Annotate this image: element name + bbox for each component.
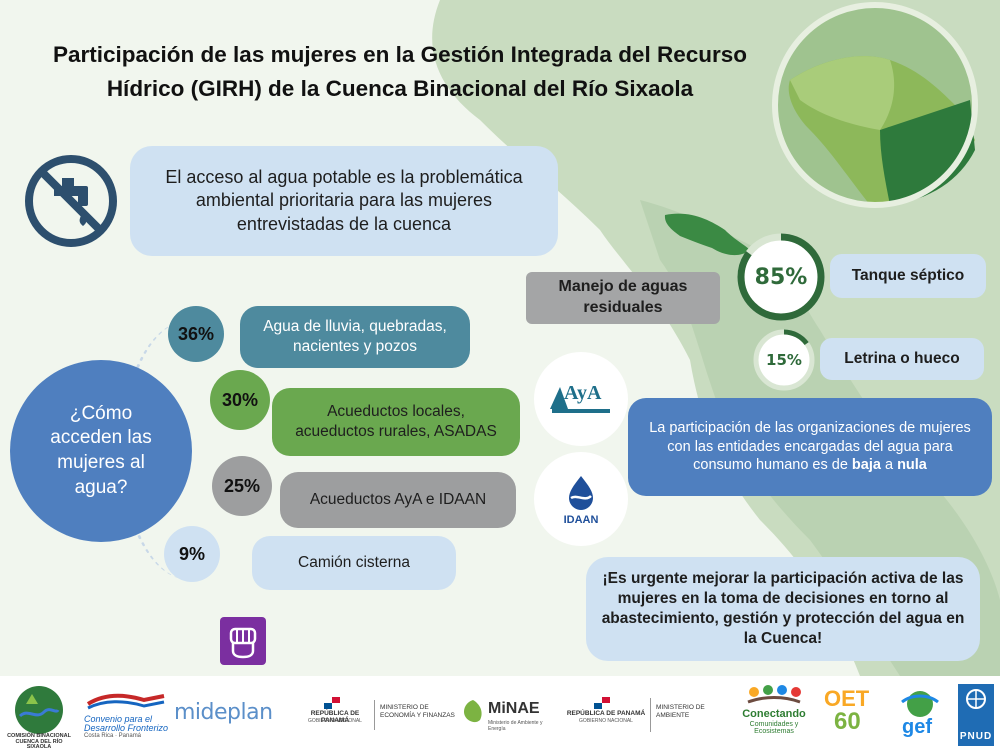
- cuenca-logo-text: COMISIÓN BINACIONAL CUENCA DEL RÍO SIXAO…: [7, 733, 71, 749]
- minae-logo-text: MiNAE: [488, 700, 540, 717]
- conectando-logo-sub: Comunidades y Ecosistemas: [749, 721, 799, 735]
- panama-mef-logo: REPÚBLICA DE PANAMÁ GOBIERNO NACIONAL MI…: [300, 696, 460, 736]
- panama-ambiente-logo: REPÚBLICA DE PANAMÁ GOBIERNO NACIONAL MI…: [566, 696, 726, 736]
- access-question-circle: ¿Cómo acceden las mujeres al agua?: [10, 360, 192, 542]
- latrine-ring: [753, 329, 815, 391]
- mef-text: MINISTERIO DE ECONOMÍA Y FINANZAS: [380, 704, 455, 720]
- source-rain-label: Agua de lluvia, quebradas, nacientes y p…: [263, 317, 447, 355]
- source-aya-label: Acueductos AyA e IDAAN: [309, 490, 487, 508]
- urgent-text: ¡Es urgente mejorar la participación act…: [601, 569, 965, 648]
- source-local: Acueductos locales, acueductos rurales, …: [272, 388, 520, 456]
- oet-logo-text: OET: [824, 686, 870, 711]
- convenio-logo: Convenio para el Desarrollo Fronterizo C…: [84, 690, 174, 740]
- septic-percent: 85%: [754, 264, 808, 290]
- minae-logo-sub: Ministerio de Ambiente y Energía: [488, 720, 543, 732]
- panama-amb-sub: GOBIERNO NACIONAL: [579, 718, 633, 724]
- source-aya: Acueductos AyA e IDAAN: [280, 472, 516, 528]
- percent-badge-aya: 25%: [212, 456, 272, 516]
- participation-text: La participación de las organizaciones d…: [646, 419, 974, 476]
- wastewater-title-box: Manejo de aguas residuales: [526, 272, 720, 324]
- fist-icon: [220, 617, 266, 665]
- access-question-text: ¿Cómo acceden las mujeres al agua?: [50, 402, 152, 498]
- pnud-logo: PNUD: [958, 684, 994, 746]
- main-statement-text: El acceso al agua potable es la problemá…: [165, 166, 523, 234]
- gef-logo-text: gef: [902, 716, 932, 738]
- latrine-percent: 15%: [766, 351, 802, 369]
- participation-text-middle: a: [880, 457, 898, 474]
- septic-label: Tanque séptico: [851, 266, 965, 284]
- panama-flag-icon-2: [594, 696, 610, 709]
- participation-bold-baja: baja: [851, 457, 881, 474]
- conectando-logo: Conectando Comunidades y Ecosistemas: [734, 684, 814, 746]
- no-water-icon: [22, 152, 120, 250]
- source-rain: Agua de lluvia, quebradas, nacientes y p…: [240, 306, 470, 368]
- panama-flag-icon: [324, 696, 340, 709]
- ambiente-text: MINISTERIO DE AMBIENTE: [656, 704, 705, 720]
- idaan-logo-text: IDAAN: [563, 514, 599, 526]
- wastewater-title: Manejo de aguas residuales: [558, 278, 688, 316]
- latrine-label: Letrina o hueco: [844, 349, 960, 367]
- minae-logo: MiNAE Ministerio de Ambiente y Energía: [460, 694, 560, 738]
- mideplan-logo: mideplan: [174, 700, 273, 725]
- latrine-label-box: Letrina o hueco: [820, 338, 984, 380]
- page-title: Participación de las mujeres en la Gesti…: [53, 42, 747, 101]
- percent-badge-truck: 9%: [164, 526, 220, 582]
- cuenca-logo: COMISIÓN BINACIONAL CUENCA DEL RÍO SIXAO…: [6, 680, 72, 749]
- percent-badge-rain: 36%: [168, 306, 224, 362]
- septic-label-box: Tanque séptico: [830, 254, 986, 298]
- panama-amb-title: REPÚBLICA DE PANAMÁ: [566, 710, 646, 717]
- oet-logo: OET 60: [822, 686, 882, 746]
- conectando-logo-text: Conectando: [742, 708, 806, 720]
- participation-box: La participación de las organizaciones d…: [628, 398, 992, 496]
- source-truck: Camión cisterna: [252, 536, 456, 590]
- main-statement-bubble: El acceso al agua potable es la problemá…: [130, 146, 558, 256]
- source-local-label: Acueductos locales, acueductos rurales, …: [295, 402, 497, 440]
- urgent-box: ¡Es urgente mejorar la participación act…: [586, 557, 980, 661]
- panama-mef-sub: GOBIERNO NACIONAL: [308, 718, 362, 724]
- convenio-logo-text: Convenio para el Desarrollo Fronterizo: [84, 714, 169, 733]
- aya-logo-text: AyA: [564, 382, 602, 404]
- septic-ring: [737, 233, 825, 321]
- source-truck-label: Camión cisterna: [298, 553, 410, 571]
- pnud-logo-text: PNUD: [959, 731, 993, 742]
- participation-bold-nula: nula: [897, 457, 927, 474]
- oet-logo-number: 60: [834, 708, 861, 735]
- idaan-logo: IDAAN: [534, 452, 628, 546]
- panama-mef-title: REPÚBLICA DE PANAMÁ: [310, 710, 360, 724]
- gef-logo: gef: [894, 688, 948, 744]
- participation-text-main: La participación de las organizaciones d…: [649, 419, 971, 474]
- logo-bar: [0, 676, 1000, 749]
- aya-logo: AyA: [534, 352, 628, 446]
- convenio-logo-sub: Costa Rica · Panamá: [84, 733, 142, 739]
- percent-badge-local: 30%: [210, 370, 270, 430]
